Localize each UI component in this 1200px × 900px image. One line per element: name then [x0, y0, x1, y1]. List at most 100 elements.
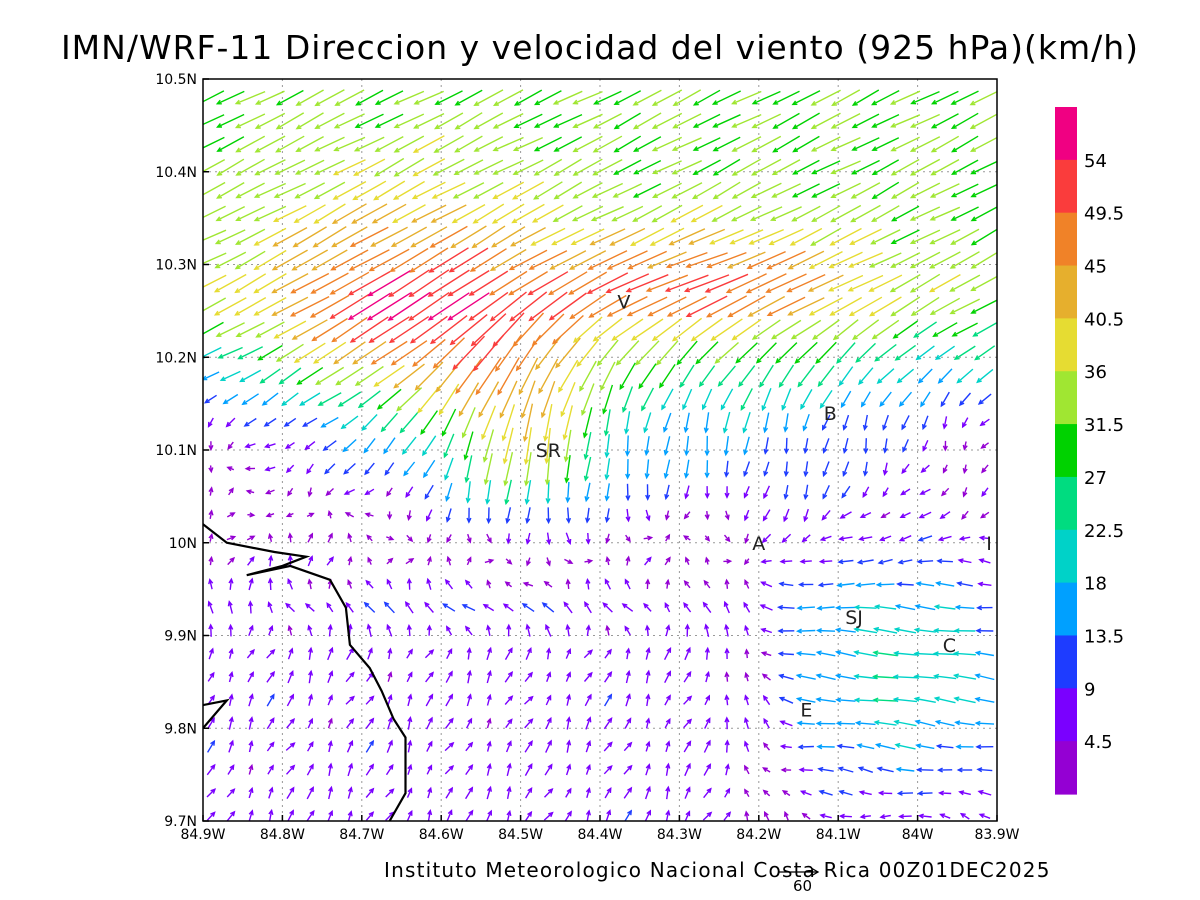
- wind-vector: [731, 181, 762, 199]
- wind-vector: [791, 112, 820, 130]
- wind-vector: [871, 181, 900, 200]
- wind-vector: [472, 203, 505, 224]
- wind-vector: [208, 647, 214, 660]
- wind-vector: [407, 763, 413, 775]
- wind-vector: [294, 182, 326, 199]
- wind-vector: [203, 181, 226, 196]
- wind-vector: [950, 206, 979, 221]
- wind-vector: [533, 136, 562, 152]
- wind-vector: [309, 294, 350, 318]
- wind-vector: [735, 342, 758, 364]
- wind-vector: [327, 740, 333, 753]
- wind-vector: [492, 112, 524, 129]
- wind-vector: [343, 462, 356, 475]
- wind-vector: [898, 813, 912, 820]
- wind-vector: [974, 650, 995, 657]
- wind-vector: [909, 229, 941, 244]
- wind-vector: [791, 183, 820, 198]
- x-tick-label: 84W: [902, 827, 934, 843]
- wind-vector: [585, 716, 592, 730]
- wind-vector: [406, 671, 413, 683]
- wind-vector: [454, 89, 483, 106]
- wind-vector: [330, 249, 369, 271]
- wind-vector: [518, 357, 539, 396]
- wind-vector: [871, 137, 900, 151]
- wind-vector: [632, 205, 663, 222]
- wind-vector: [328, 785, 334, 800]
- wind-vector: [976, 605, 993, 611]
- wind-vector: [663, 412, 672, 433]
- wind-vector: [505, 740, 512, 753]
- wind-vector: [226, 512, 236, 518]
- wind-vector: [306, 741, 314, 752]
- wind-vector: [511, 181, 545, 200]
- wind-vector: [685, 556, 690, 565]
- wind-vector: [426, 577, 432, 590]
- wind-vector: [604, 578, 612, 590]
- colorbar-swatch: [1055, 529, 1077, 584]
- wind-vector: [424, 601, 434, 613]
- wind-vector: [898, 535, 912, 542]
- wind-vector: [603, 693, 613, 707]
- wind-vector: [247, 555, 255, 566]
- wind-vector: [247, 600, 254, 614]
- wind-vector: [797, 581, 814, 588]
- wind-vector: [893, 719, 917, 727]
- wind-vector: [949, 251, 980, 269]
- wind-vector: [332, 180, 367, 200]
- wind-vector: [327, 762, 333, 777]
- wind-vector: [701, 388, 713, 411]
- wind-vector: [502, 603, 514, 612]
- wind-vector: [207, 671, 215, 682]
- wind-vector: [445, 693, 454, 707]
- wind-vector: [955, 744, 974, 750]
- wind-vector: [203, 114, 225, 126]
- wind-vector: [651, 318, 683, 342]
- wind-vector: [253, 227, 287, 246]
- wind-vector: [558, 359, 579, 393]
- wind-vector: [406, 534, 414, 543]
- wind-vector: [829, 296, 863, 316]
- wind-vector: [632, 183, 662, 198]
- wind-vector: [704, 273, 749, 293]
- wind-vector: [393, 157, 425, 177]
- x-tick-label: 84.2W: [736, 827, 781, 843]
- wind-vector: [428, 247, 469, 273]
- wind-vector: [626, 296, 668, 317]
- wind-vector: [817, 766, 834, 772]
- wind-vector: [724, 671, 730, 682]
- wind-vector: [584, 693, 592, 707]
- wind-vector: [322, 440, 337, 451]
- wind-vector: [248, 740, 254, 753]
- wind-vector: [901, 415, 910, 431]
- wind-vector: [264, 466, 276, 472]
- y-tick-label: 10.3N: [155, 258, 197, 274]
- wind-vector: [482, 429, 495, 463]
- colorbar-label: 31.5: [1084, 415, 1124, 436]
- wind-vector: [651, 112, 683, 129]
- wind-vector: [426, 740, 433, 752]
- wind-vector: [228, 739, 234, 753]
- x-tick-label: 84.8W: [260, 827, 305, 843]
- wind-vector: [858, 536, 873, 542]
- wind-vector: [295, 112, 324, 130]
- wind-vector: [811, 183, 841, 198]
- wind-vector: [761, 533, 772, 544]
- wind-vector: [215, 205, 246, 222]
- wind-vector: [643, 535, 654, 541]
- wind-vector: [744, 694, 750, 706]
- wind-vector: [779, 558, 793, 565]
- colorbar: 4.5 9 13.5 18 22.5 27 31.5 36 40.5 45 49.5 54: [1055, 107, 1124, 795]
- wind-vector: [787, 297, 825, 316]
- wind-vector: [890, 205, 920, 222]
- wind-vector: [724, 763, 730, 776]
- wind-vector: [492, 312, 525, 348]
- wind-vector: [685, 252, 728, 269]
- wind-vector: [383, 601, 395, 614]
- wind-vector: [929, 206, 961, 221]
- wind-vector: [783, 484, 789, 500]
- wind-vector: [327, 623, 333, 637]
- wind-vector: [939, 813, 951, 819]
- wind-vector: [343, 488, 355, 495]
- wind-vectors: [203, 89, 997, 821]
